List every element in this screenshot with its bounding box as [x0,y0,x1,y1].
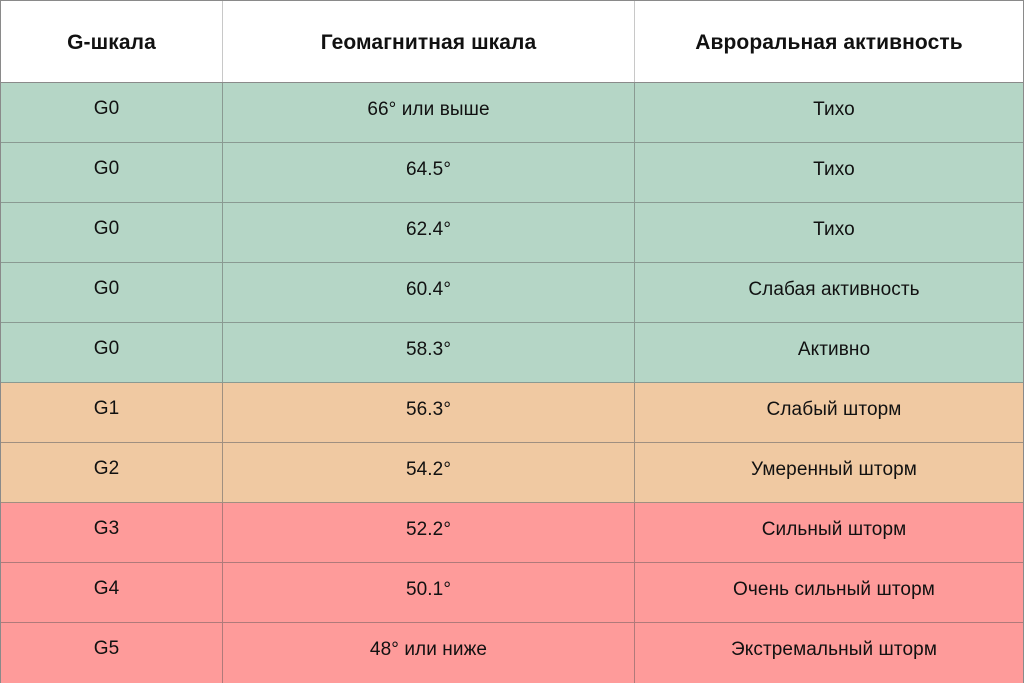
latitude-cell: 50.1° [223,563,635,622]
table-row: G0 60.4° Слабая активность [1,263,1023,323]
latitude-cell: 52.2° [223,503,635,562]
g-scale-cell: G5 [1,623,223,683]
table-row: G0 62.4° Тихо [1,203,1023,263]
g-scale-cell: G3 [1,503,223,562]
g-scale-cell: G1 [1,383,223,442]
table-row: G0 64.5° Тихо [1,143,1023,203]
table-row: G3 52.2° Сильный шторм [1,503,1023,563]
latitude-cell: 62.4° [223,203,635,262]
g-scale-cell: G0 [1,143,223,202]
latitude-cell: 54.2° [223,443,635,502]
latitude-cell: 64.5° [223,143,635,202]
activity-cell: Тихо [813,218,855,240]
latitude-cell: 66° или выше [223,83,635,142]
g-scale-cell: G2 [1,443,223,502]
latitude-cell: 58.3° [223,323,635,382]
table-row: G1 56.3° Слабый шторм [1,383,1023,443]
activity-cell: Умеренный шторм [751,458,917,480]
activity-cell: Активно [797,338,871,360]
g-scale-cell: G0 [1,83,223,142]
table-row: G2 54.2° Умеренный шторм [1,443,1023,503]
header-geomagnetic-scale: Геомагнитная шкала [223,1,635,82]
g-scale-cell: G0 [1,203,223,262]
header-g-scale: G-шкала [1,1,223,82]
activity-cell: Экстремальный шторм [730,639,937,660]
latitude-cell: 56.3° [223,383,635,442]
activity-cell: Очень сильный шторм [733,578,935,600]
table-row: G5 48° или ниже Экстремальный шторм [1,623,1023,683]
latitude-cell: 48° или ниже [223,623,635,683]
header-auroral-activity: Авроральная активность [695,30,963,54]
table-row: G4 50.1° Очень сильный шторм [1,563,1023,623]
activity-cell: Слабый шторм [766,398,902,420]
activity-cell: Слабая активность [748,278,920,300]
activity-cell: Сильный шторм [761,518,907,540]
table-header-row: G-шкала Геомагнитная шкала Авроральная а… [1,1,1023,83]
g-scale-cell: G0 [1,323,223,382]
activity-cell: Тихо [813,158,855,180]
activity-cell: Тихо [813,98,855,120]
g-scale-cell: G4 [1,563,223,622]
table-row: G0 58.3° Активно [1,323,1023,383]
g-scale-cell: G0 [1,263,223,322]
table-row: G0 66° или выше Тихо [1,83,1023,143]
latitude-cell: 60.4° [223,263,635,322]
